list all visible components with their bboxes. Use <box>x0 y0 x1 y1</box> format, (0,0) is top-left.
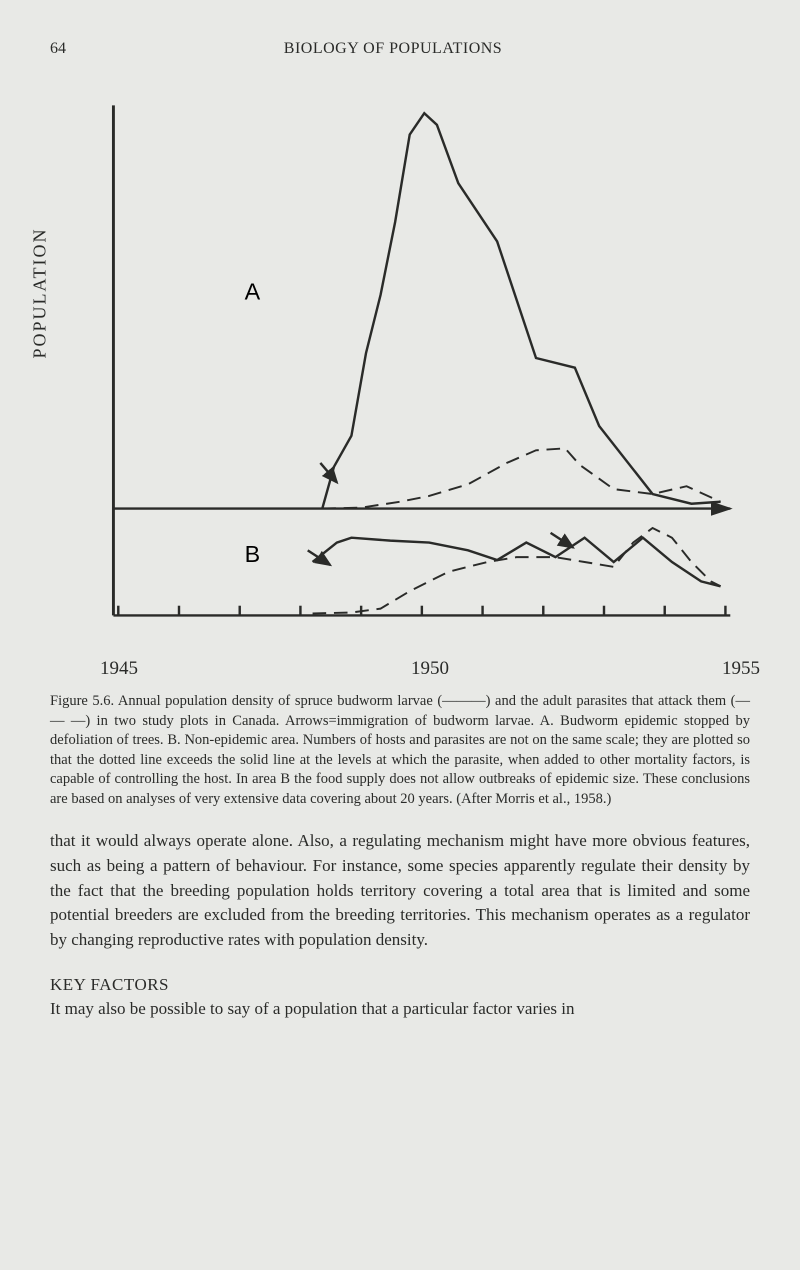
section-heading: KEY FACTORS <box>50 975 750 995</box>
page-number: 64 <box>50 40 66 58</box>
book-title: BIOLOGY OF POPULATIONS <box>284 40 532 58</box>
figure-chart: POPULATION A B <box>60 68 740 648</box>
chart-svg: A B <box>60 68 740 648</box>
x-axis-labels: 1945 1950 1955 <box>100 658 760 680</box>
panel-a-label: A <box>245 279 261 305</box>
figure-caption: Figure 5.6. Annual population density of… <box>50 692 750 809</box>
page-header: 64 BIOLOGY OF POPULATIONS <box>50 40 750 58</box>
xtick-1945: 1945 <box>100 658 138 680</box>
xtick-1950: 1950 <box>411 658 449 680</box>
y-axis-label: POPULATION <box>30 227 51 358</box>
panel-b-label: B <box>245 541 261 567</box>
section-body: It may also be possible to say of a popu… <box>50 997 750 1022</box>
xtick-1955: 1955 <box>722 658 760 680</box>
body-paragraph: that it would always operate alone. Also… <box>50 829 750 952</box>
